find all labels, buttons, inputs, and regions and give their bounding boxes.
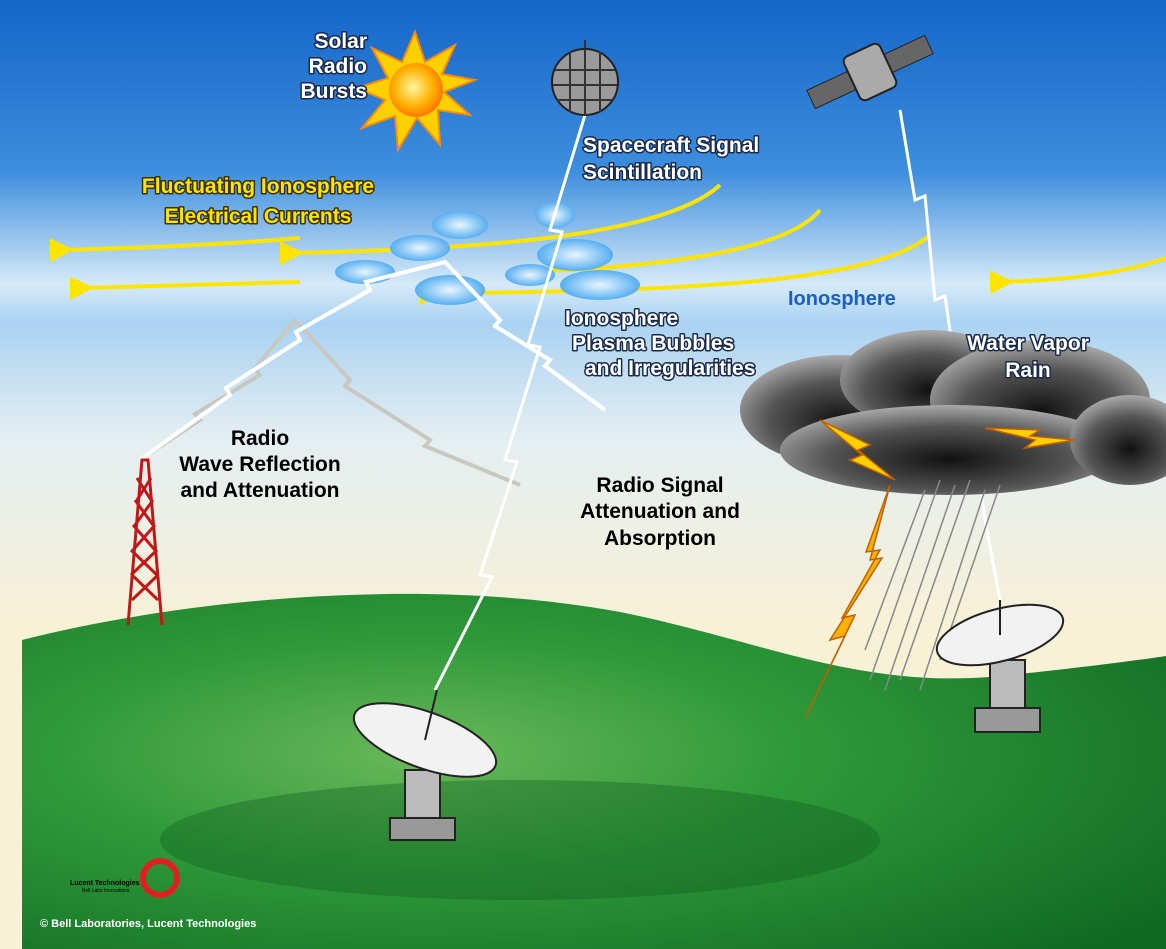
plasma-bubbles (560, 270, 640, 300)
label: Attenuation and (580, 500, 740, 523)
scene: Solar Radio Bursts Spacecraft Signal Sci… (0, 0, 1166, 949)
label: Plasma Bubbles (572, 332, 734, 355)
label: Radio Signal (596, 474, 723, 497)
storm-cloud (780, 405, 1120, 495)
label: Water Vapor (967, 332, 1089, 355)
label: Radio (231, 427, 289, 450)
label: Scintillation (583, 161, 702, 184)
label: Fluctuating Ionosphere (142, 175, 374, 198)
label: Spacecraft Signal (583, 134, 759, 157)
logo-company: Lucent Technologies (70, 880, 140, 887)
plasma-bubbles (415, 275, 485, 305)
label: Rain (1005, 359, 1051, 382)
plasma-bubbles (432, 211, 488, 239)
copyright: © Bell Laboratories, Lucent Technologies (40, 918, 256, 930)
label: Radio (309, 55, 367, 78)
hill-shadow (160, 780, 880, 900)
sun (389, 63, 443, 117)
label: and Attenuation (180, 479, 339, 502)
label: Bursts (300, 80, 367, 103)
label: Electrical Currents (165, 205, 352, 228)
label: Ionosphere (565, 307, 678, 330)
label: and Irregularities (585, 357, 755, 380)
dish-antenna (390, 818, 455, 840)
dish-antenna (405, 770, 440, 825)
logo-tagline: Bell Labs Innovations (82, 888, 130, 894)
label: Wave Reflection (179, 453, 340, 476)
dish-antenna (975, 708, 1040, 732)
dish-antenna (990, 660, 1025, 715)
plasma-bubbles (390, 235, 450, 261)
label: Solar (314, 30, 367, 53)
label: Ionosphere (788, 288, 896, 310)
label: Absorption (604, 527, 716, 550)
plasma-bubbles (537, 239, 613, 271)
